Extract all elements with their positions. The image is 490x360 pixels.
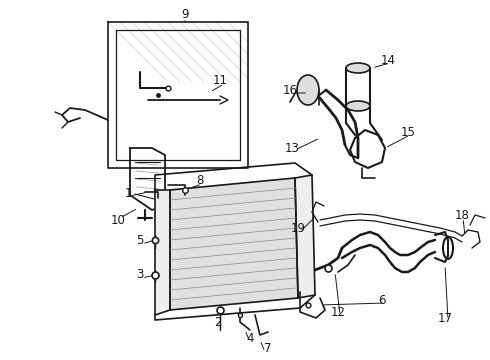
- Polygon shape: [170, 178, 298, 310]
- Text: 12: 12: [330, 306, 345, 319]
- Text: 6: 6: [378, 293, 386, 306]
- Text: 14: 14: [381, 54, 395, 67]
- Text: 16: 16: [283, 84, 297, 96]
- Ellipse shape: [346, 63, 370, 73]
- Text: 5: 5: [136, 234, 144, 247]
- Text: 1: 1: [124, 186, 132, 199]
- Text: 4: 4: [246, 332, 254, 345]
- Polygon shape: [155, 190, 170, 315]
- Text: 3: 3: [136, 269, 144, 282]
- Text: 19: 19: [291, 221, 305, 234]
- Text: 13: 13: [285, 141, 299, 154]
- Text: 15: 15: [400, 126, 416, 139]
- Text: 17: 17: [438, 311, 452, 324]
- Polygon shape: [295, 175, 315, 298]
- Text: 10: 10: [111, 213, 125, 226]
- Text: 9: 9: [181, 8, 189, 21]
- Text: 18: 18: [455, 208, 469, 221]
- Ellipse shape: [346, 101, 370, 111]
- Text: 8: 8: [196, 174, 204, 186]
- Text: 2: 2: [214, 315, 222, 328]
- Text: 7: 7: [264, 342, 272, 355]
- Ellipse shape: [297, 75, 319, 105]
- Text: 11: 11: [213, 73, 227, 86]
